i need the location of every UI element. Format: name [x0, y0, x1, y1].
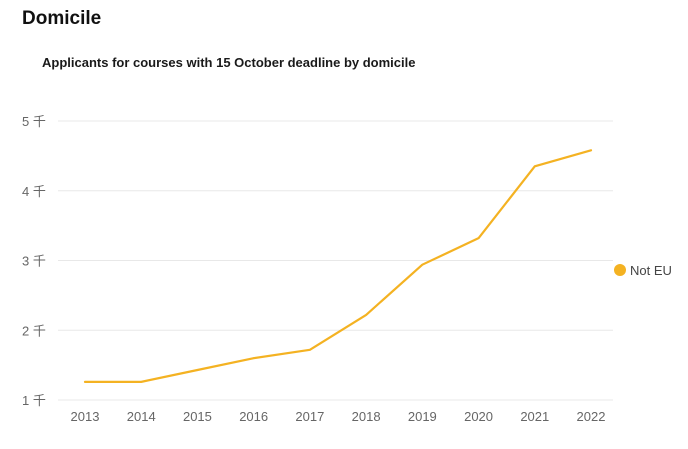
data-point — [252, 356, 256, 360]
data-point — [195, 368, 199, 372]
data-point — [364, 313, 368, 317]
data-point — [477, 236, 481, 240]
data-point — [83, 380, 87, 384]
x-tick-label: 2013 — [71, 409, 100, 424]
y-tick-label: 3 千 — [22, 254, 46, 269]
x-tick-label: 2014 — [127, 409, 156, 424]
series-layer — [83, 148, 593, 384]
y-tick-label: 2 千 — [22, 323, 46, 338]
y-axis-ticks: 1 千 2 千 3 千 4 千 5 千 — [22, 114, 46, 408]
y-tick-label: 1 千 — [22, 393, 46, 408]
x-tick-label: 2016 — [239, 409, 268, 424]
x-tick-label: 2021 — [520, 409, 549, 424]
x-tick-label: 2020 — [464, 409, 493, 424]
page-title: Domicile — [22, 8, 102, 29]
x-tick-label: 2017 — [295, 409, 324, 424]
data-point — [533, 164, 537, 168]
y-tick-label: 4 千 — [22, 184, 46, 199]
x-tick-label: 2022 — [577, 409, 606, 424]
y-tick-label: 5 千 — [22, 114, 46, 129]
data-point — [589, 148, 593, 152]
x-tick-label: 2018 — [352, 409, 381, 424]
data-point — [139, 380, 143, 384]
legend-label: Not EU — [630, 263, 672, 278]
data-point — [420, 263, 424, 267]
x-tick-label: 2015 — [183, 409, 212, 424]
legend: Not EU — [614, 263, 672, 278]
series-line-not-eu — [83, 149, 593, 383]
data-point — [308, 348, 312, 352]
chart-title: Applicants for courses with 15 October d… — [42, 55, 416, 70]
gridlines — [58, 120, 613, 401]
legend-marker — [614, 264, 626, 276]
x-axis-ticks: 2013 2014 2015 2016 2017 2018 2019 2020 2021 2022 — [71, 409, 606, 424]
x-tick-label: 2019 — [408, 409, 437, 424]
